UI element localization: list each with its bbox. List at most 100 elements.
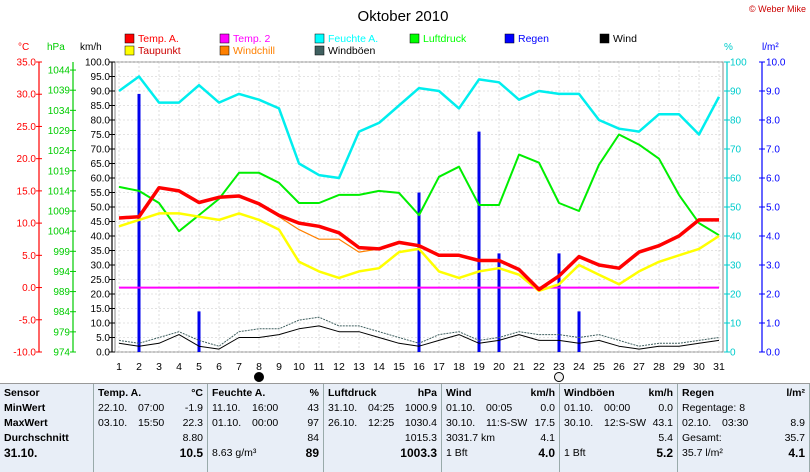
legend-swatch [504,33,515,44]
series-lines [118,75,721,350]
x-tick-label: 19 [473,361,485,373]
x-tick-label: 26 [613,361,625,373]
stats-regen-column: Regen l/m² Regentage: 8 02.10. 03:30 8.9 Gesam… [678,384,810,472]
stats-cell-row: 03.10. 15:50 22.3 [98,416,203,431]
temp-tick-label: 35.0 [17,58,37,69]
wind-tick-label: 80.0 [91,116,111,127]
stats-time: 12:S-SW [604,417,647,429]
wind-unit-label: km/h [80,42,102,53]
stats-date: 01.10. [446,402,476,414]
humidity-tick-label: 80 [730,116,742,127]
stats-date: 30.10. [446,417,476,429]
series-line-temp-a- [118,185,719,292]
stats-sensor-column: Sensor MinWert MaxWert Durchschnitt 31.1… [0,384,94,472]
stats-feuchte-column: Feuchte A.% 11.10. 16:00 43 01.10. 00:00 97 84 8… [208,384,324,472]
rain-bar [417,192,421,352]
legend-swatch [219,33,230,44]
legend: Temp. A. Temp. 2 Feuchte A. Luftdruck Regen W… [124,33,637,57]
stats-header-unit: % [309,387,319,399]
wind-tick-label: 0.0 [96,348,110,359]
stats-row-label: MinWert [4,402,46,414]
stats-date: Regentage: 8 [682,402,746,414]
stats-cell-row: 01.10. 00:05 0.0 [446,401,555,416]
x-tick-label: 6 [216,361,222,373]
rain-tick-label: 6.0 [766,174,780,185]
humidity-tick-label: 40 [730,232,742,243]
weather-chart: Oktober 2010 © Weber Mike Temp. A. Temp. … [13,4,806,382]
wind-tick-label: 85.0 [91,101,111,112]
stats-header: Regen l/m² [682,386,805,401]
stats-value: 84 [307,432,319,444]
stats-header: Windböen km/h [564,386,673,401]
rain-bar [137,93,141,353]
stats-value: 17.5 [534,417,555,429]
stats-row-label: 31.10. [4,446,38,460]
x-tick-label: 31 [713,361,725,373]
stats-header-unit: hPa [417,387,437,399]
humidity-tick-label: 70 [730,145,742,156]
legend-swatch [409,33,420,44]
stats-cell-row: 3031.7 km 4.1 [446,431,555,446]
humidity-tick-label: 30 [730,261,742,272]
temp-tick-label: 5.0 [22,251,36,262]
humidity-tick-label: 90 [730,87,742,98]
stats-header-unit: l/m² [786,387,805,399]
stats-header-unit: km/h [530,387,555,399]
stats-cell-row: 8.80 [98,431,203,446]
stats-sensor-header: Sensor [4,387,40,399]
stats-cell-row: 30.10. 12:S-SW 43.1 [564,416,673,431]
rain-bar [557,253,561,352]
stats-time: 03:30 [722,417,749,429]
full-moon-icon [554,372,564,382]
stats-cell-row: 1 Bft 5.2 [564,446,673,461]
x-tick-label: 10 [293,361,305,373]
pressure-tick-label: 979 [53,327,70,338]
pressure-tick-label: 1024 [48,146,71,157]
wind-tick-label: 75.0 [91,130,111,141]
stats-header-label: Regen [682,387,715,399]
stats-header-label: Windböen [564,387,615,399]
legend-swatch [599,33,610,44]
stats-header: Luftdruck hPa [328,386,437,401]
x-tick-label: 15 [393,361,405,373]
stats-cell-row: 31.10. 04:25 1000.9 [328,401,437,416]
stats-value: 8.80 [182,432,203,444]
series-line-taupunkt [118,212,720,293]
axis-unit-labels: °C hPa km/h % l/m² [18,42,779,53]
x-tick-label: 4 [176,361,182,373]
rain-bar [477,131,481,352]
x-axis: 1 2 3 4 5 6 7 8 9 10 11 12 13 14 15 16 17 18 19 20 21 22 23 24 2… [116,361,725,373]
rain-unit-label: l/m² [762,42,779,53]
wind-tick-label: 65.0 [91,159,111,170]
humidity-tick-label: 0 [730,348,736,359]
temp-tick-label: -5.0 [19,315,37,326]
chart-title: Oktober 2010 [358,8,449,25]
stats-value: 97 [307,417,319,429]
x-tick-label: 12 [333,361,345,373]
x-tick-label: 17 [433,361,445,373]
wind-tick-label: 5.0 [96,333,110,344]
stats-date: 35.7 l/m² [682,447,723,459]
x-tick-label: 25 [593,361,605,373]
stats-time: 00:00 [252,417,279,429]
legend-label: Regen [518,33,549,45]
x-tick-label: 22 [533,361,545,373]
rain-tick-label: 7.0 [766,145,780,156]
stats-row-label: MaxWert [4,417,48,429]
stats-date: 01.10. [564,402,594,414]
wind-tick-label: 10.0 [91,319,111,330]
x-tick-label: 5 [196,361,202,373]
stats-value: 8.9 [790,417,805,429]
legend-label: Temp. A. [138,33,179,45]
stats-value: 10.5 [179,446,203,460]
pressure-unit-label: hPa [47,42,65,53]
pressure-tick-label: 1004 [48,227,71,238]
pressure-tick-label: 1039 [48,86,71,97]
x-tick-label: 21 [513,361,525,373]
stats-wind-column: Wind km/h 01.10. 00:05 0.0 30.10. 11:S-SW 17.5 3… [442,384,560,472]
legend-label: Temp. 2 [233,33,271,45]
legend-swatch [124,45,135,56]
legend-label: Wind [613,33,637,45]
stats-header: Temp. A. °C [98,386,203,401]
stats-date: 22.10. [98,402,128,414]
